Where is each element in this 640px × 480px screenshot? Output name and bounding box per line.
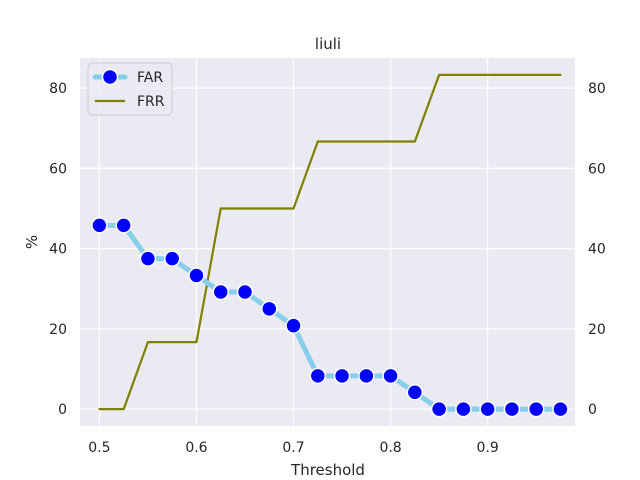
x-tick-label: 0.9: [477, 440, 499, 456]
y-axis-label: %: [23, 235, 41, 249]
x-axis-label: Threshold: [290, 461, 365, 479]
series-point-far: [382, 367, 399, 385]
series-point-far: [552, 400, 569, 418]
legend-label-far: FAR: [137, 70, 163, 86]
y-tick-label-right: 80: [588, 81, 606, 97]
legend: FAR FRR: [87, 62, 173, 116]
series-point-far: [358, 367, 375, 385]
y-tick-label: 20: [49, 322, 67, 338]
x-tick-label: 0.7: [282, 440, 304, 456]
series-point-far: [212, 283, 229, 301]
chart-title: liuli: [315, 35, 341, 53]
series-point-far: [430, 400, 448, 418]
y-tick-label-right: 60: [588, 161, 606, 177]
series-point-far: [455, 400, 472, 418]
series-point-far: [527, 400, 545, 418]
x-tick-label: 0.6: [185, 440, 207, 456]
x-tick-label: 0.5: [88, 440, 110, 456]
series-point-far: [503, 400, 521, 418]
plot-area: [80, 58, 575, 426]
y-axis-ticks-left: 0 20 40 60 80: [49, 81, 67, 418]
y-tick-label-right: 40: [588, 242, 606, 258]
series-layer: [91, 73, 569, 418]
y-tick-label: 0: [58, 402, 67, 418]
y-axis-ticks-right: 0 20 40 60 80: [588, 81, 606, 418]
legend-label-frr: FRR: [137, 94, 165, 110]
series-point-far: [188, 267, 205, 284]
y-tick-label: 60: [49, 161, 67, 177]
series-point-far: [333, 367, 351, 385]
series-point-far: [309, 367, 327, 385]
series-line-frr: [98, 73, 562, 411]
y-tick-label: 40: [49, 242, 67, 258]
grid: [80, 58, 575, 426]
x-tick-label: 0.8: [379, 440, 401, 456]
series-point-far: [163, 250, 181, 267]
series-point-far: [261, 300, 278, 318]
series-point-far: [479, 400, 496, 418]
x-axis-ticks: 0.5 0.6 0.7 0.8 0.9: [88, 440, 499, 456]
legend-marker-far: [101, 68, 119, 86]
series-point-far: [406, 384, 424, 401]
y-tick-label: 80: [49, 81, 67, 97]
series-point-far: [91, 217, 108, 234]
series-point-far: [139, 250, 157, 267]
y-tick-label-right: 20: [588, 322, 606, 338]
series-point-far: [285, 317, 302, 334]
series-point-far: [115, 217, 132, 234]
series-point-far: [236, 283, 254, 301]
y-tick-label-right: 0: [588, 402, 597, 418]
